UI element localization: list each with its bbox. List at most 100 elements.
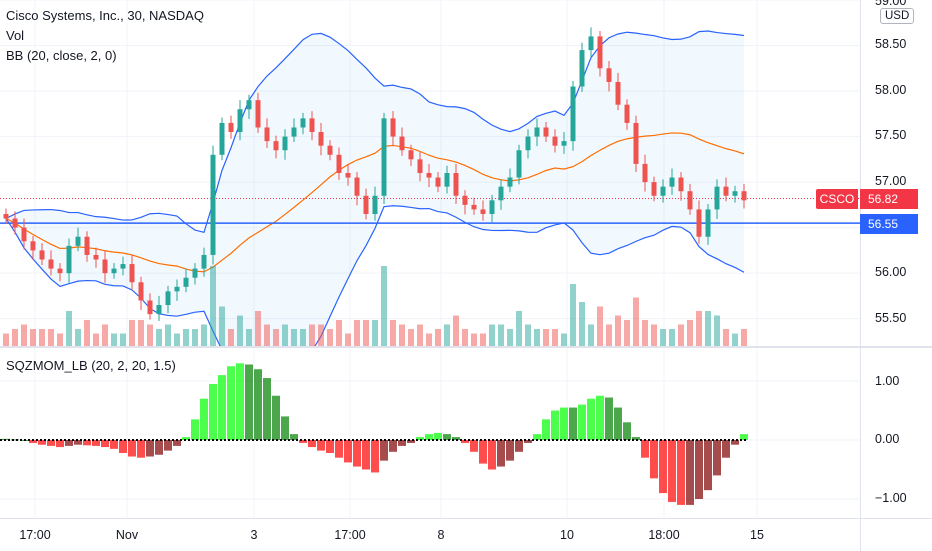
candle-body bbox=[588, 36, 594, 51]
volume-bar bbox=[543, 329, 549, 346]
candle-body bbox=[138, 282, 144, 301]
momentum-bar bbox=[155, 440, 163, 455]
osc-tick: 1.00 bbox=[875, 374, 900, 388]
candle-body bbox=[183, 277, 189, 287]
momentum-bar bbox=[704, 440, 712, 491]
volume-bar bbox=[426, 333, 432, 346]
volume-bar bbox=[714, 315, 720, 346]
candle-body bbox=[723, 186, 729, 196]
volume-bar bbox=[3, 333, 9, 346]
candle-body bbox=[660, 186, 666, 196]
price-axis[interactable]: 59.00 58.50 58.00 57.50 57.00 56.00 55.5… bbox=[860, 0, 932, 346]
volume-bar bbox=[624, 320, 630, 346]
momentum-bar bbox=[236, 363, 244, 440]
volume-bar bbox=[642, 320, 648, 346]
pane-separator[interactable] bbox=[0, 346, 932, 348]
candle-body bbox=[3, 213, 9, 219]
candle-body bbox=[480, 209, 486, 214]
candle-body bbox=[705, 209, 711, 237]
momentum-bar bbox=[551, 410, 559, 440]
volume-bar bbox=[471, 333, 477, 346]
volume-bar bbox=[57, 333, 63, 346]
momentum-bar bbox=[389, 440, 397, 452]
momentum-bar bbox=[47, 440, 55, 446]
momentum-bar bbox=[461, 440, 469, 443]
volume-bar bbox=[165, 324, 171, 346]
time-label: 18:00 bbox=[648, 528, 680, 542]
momentum-bar bbox=[263, 378, 271, 440]
candle-body bbox=[570, 86, 576, 142]
momentum-bar bbox=[191, 419, 199, 440]
momentum-bar bbox=[506, 440, 514, 461]
candle-body bbox=[687, 191, 693, 210]
volume-bar bbox=[201, 324, 207, 346]
candle-body bbox=[129, 264, 135, 283]
volume-bar bbox=[723, 329, 729, 346]
candle-body bbox=[120, 264, 126, 269]
volume-bar bbox=[660, 329, 666, 346]
oscillator-pane[interactable]: SQZMOM_LB (20, 2, 20, 1.5) bbox=[0, 348, 860, 518]
time-axis[interactable]: 17:00 Nov 3 17:00 8 10 18:00 15 bbox=[0, 518, 860, 551]
volume-bar bbox=[444, 324, 450, 346]
price-chart-svg[interactable] bbox=[0, 0, 860, 346]
chart-legend: Cisco Systems, Inc., 30, NASDAQ Vol BB (… bbox=[6, 6, 204, 66]
volume-bar bbox=[552, 329, 558, 346]
candle-body bbox=[435, 177, 441, 187]
momentum-bar bbox=[164, 440, 172, 451]
momentum-bar bbox=[677, 440, 685, 505]
candle-body bbox=[300, 118, 306, 128]
horizontal-line-price-label[interactable]: 56.55 bbox=[860, 214, 918, 234]
candle-body bbox=[93, 254, 99, 260]
oscillator-legend[interactable]: SQZMOM_LB (20, 2, 20, 1.5) bbox=[6, 358, 176, 373]
volume-bar bbox=[381, 266, 387, 346]
momentum-bar bbox=[200, 398, 208, 440]
bollinger-legend[interactable]: BB (20, close, 2, 0) bbox=[6, 48, 117, 63]
volume-legend[interactable]: Vol bbox=[6, 28, 25, 43]
volume-bar bbox=[210, 266, 216, 346]
candle-body bbox=[39, 250, 45, 260]
candle-body bbox=[741, 191, 747, 201]
candle-body bbox=[327, 145, 333, 155]
volume-bar bbox=[264, 324, 270, 346]
momentum-bar bbox=[569, 407, 577, 440]
candle-body bbox=[606, 68, 612, 82]
candle-body bbox=[48, 259, 54, 269]
volume-bar bbox=[570, 284, 576, 346]
candle-body bbox=[597, 36, 603, 69]
candle-body bbox=[192, 268, 198, 278]
volume-bar bbox=[156, 329, 162, 346]
currency-button[interactable]: USD bbox=[880, 8, 915, 24]
momentum-bar bbox=[56, 440, 64, 448]
candle-body bbox=[228, 122, 234, 133]
volume-bar bbox=[21, 324, 27, 346]
candle-body bbox=[696, 209, 702, 237]
momentum-bar bbox=[281, 416, 289, 440]
volume-bar bbox=[372, 320, 378, 346]
momentum-bar bbox=[209, 383, 217, 440]
candle-body bbox=[525, 136, 531, 151]
oscillator-svg[interactable] bbox=[0, 348, 860, 518]
candle-body bbox=[624, 104, 630, 123]
momentum-bar bbox=[254, 369, 262, 440]
candle-body bbox=[408, 150, 414, 160]
candle-body bbox=[174, 286, 180, 292]
axis-corner bbox=[860, 518, 932, 551]
oscillator-axis[interactable]: 1.00 0.00 −1.00 bbox=[860, 348, 932, 518]
candle-body bbox=[615, 81, 621, 105]
volume-bar bbox=[120, 333, 126, 346]
volume-bar bbox=[741, 329, 747, 346]
volume-bar bbox=[732, 333, 738, 346]
momentum-bar bbox=[380, 440, 388, 461]
symbol-title[interactable]: Cisco Systems, Inc., 30, NASDAQ bbox=[6, 8, 204, 23]
candle-body bbox=[498, 186, 504, 201]
candle-body bbox=[381, 118, 387, 196]
volume-bar bbox=[255, 311, 261, 346]
volume-bar bbox=[615, 315, 621, 346]
price-chart-pane[interactable]: Cisco Systems, Inc., 30, NASDAQ Vol BB (… bbox=[0, 0, 860, 346]
candle-body bbox=[165, 291, 171, 306]
candle-body bbox=[354, 177, 360, 196]
momentum-bar bbox=[371, 440, 379, 473]
momentum-bar bbox=[740, 434, 748, 440]
volume-bar bbox=[534, 329, 540, 346]
volume-bar bbox=[327, 329, 333, 346]
